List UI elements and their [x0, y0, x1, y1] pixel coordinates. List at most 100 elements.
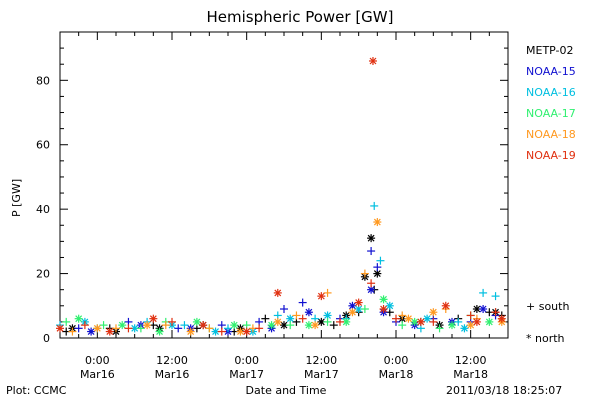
- point-north-noaa-18: [143, 321, 152, 330]
- point-north-noaa-16: [385, 301, 394, 310]
- legend-entry-noaa-18: NOAA-18: [526, 128, 576, 141]
- point-south-metp-02: [261, 314, 270, 323]
- point-south-noaa-19: [491, 308, 500, 317]
- point-north-noaa-19: [317, 292, 326, 301]
- point-north-noaa-19: [472, 317, 481, 326]
- point-north-noaa-17: [448, 321, 456, 330]
- y-tick-label: 60: [36, 139, 50, 152]
- point-south-noaa-17: [286, 321, 295, 330]
- point-north-noaa-18: [404, 314, 413, 323]
- x-tick-time: 0:00: [234, 354, 259, 367]
- point-south-noaa-17: [323, 317, 332, 326]
- point-north-noaa-19: [416, 317, 425, 326]
- point-south-noaa-15: [373, 263, 382, 272]
- point-south-noaa-19: [255, 324, 264, 333]
- y-tick-label: 80: [36, 74, 50, 87]
- x-tick-time: 12:00: [305, 354, 337, 367]
- point-north-noaa-18: [273, 317, 282, 326]
- chart-title: Hemispheric Power [GW]: [206, 8, 394, 26]
- point-south-noaa-18: [398, 311, 407, 320]
- point-south-noaa-17: [435, 324, 444, 333]
- point-north-noaa-18: [186, 327, 195, 336]
- point-south-noaa-19: [392, 314, 400, 323]
- point-south-noaa-19: [429, 317, 438, 326]
- point-north-noaa-15: [367, 285, 376, 294]
- point-south-noaa-15: [280, 305, 288, 314]
- point-north-noaa-19: [105, 327, 114, 336]
- point-south-noaa-18: [360, 269, 369, 278]
- point-north-noaa-17: [485, 317, 494, 326]
- point-south-noaa-18: [112, 324, 120, 333]
- point-north-noaa-17: [379, 295, 388, 304]
- point-north-noaa-18: [348, 308, 357, 317]
- point-south-noaa-18: [161, 321, 170, 330]
- point-north-noaa-18: [311, 321, 320, 330]
- point-north-noaa-19: [379, 305, 388, 314]
- point-north-noaa-16: [211, 327, 220, 336]
- point-north-noaa-15: [479, 305, 488, 314]
- x-tick-date: Mar17: [229, 368, 264, 381]
- point-south-noaa-19: [168, 317, 176, 326]
- x-axis-label: Date and Time: [245, 384, 327, 397]
- point-south-noaa-17: [62, 317, 71, 326]
- point-north-noaa-18: [466, 321, 475, 330]
- point-north-noaa-15: [87, 327, 96, 336]
- point-north-noaa-17: [74, 314, 83, 323]
- point-south-noaa-18: [292, 311, 301, 320]
- point-south-noaa-18: [323, 288, 332, 297]
- point-north-noaa-19: [242, 327, 251, 336]
- plot-source: Plot: CCMC: [6, 384, 67, 397]
- legend-south-marker: + south: [526, 300, 570, 313]
- point-south-noaa-17: [398, 321, 407, 330]
- point-north-noaa-19: [368, 56, 377, 65]
- x-tick-time: 0:00: [85, 354, 110, 367]
- legend-entry-noaa-19: NOAA-19: [526, 149, 576, 162]
- x-tick-date: Mar18: [379, 368, 414, 381]
- point-north-noaa-19: [149, 314, 158, 323]
- point-north-noaa-17: [155, 327, 164, 336]
- point-north-noaa-18: [373, 218, 382, 227]
- point-north-noaa-17: [267, 321, 276, 330]
- x-tick-date: Mar18: [453, 368, 488, 381]
- point-south-noaa-17: [99, 321, 108, 330]
- point-north-noaa-17: [192, 317, 201, 326]
- point-north-noaa-19: [56, 324, 64, 333]
- point-south-noaa-16: [180, 321, 189, 330]
- point-south-noaa-19: [298, 314, 307, 323]
- point-south-noaa-18: [68, 327, 77, 336]
- point-south-noaa-17: [136, 324, 145, 333]
- y-tick-label: 20: [36, 268, 50, 281]
- point-north-noaa-19: [441, 301, 450, 310]
- point-south-noaa-16: [454, 317, 463, 326]
- point-north-noaa-19: [497, 314, 506, 323]
- point-north-noaa-17: [118, 321, 127, 330]
- x-tick-date: Mar16: [80, 368, 115, 381]
- point-south-noaa-19: [80, 321, 89, 330]
- point-north-noaa-19: [273, 288, 282, 297]
- point-south-noaa-15: [298, 298, 307, 307]
- timestamp: 2011/03/18 18:25:07: [446, 384, 563, 397]
- legend-north-marker: * north: [526, 332, 565, 345]
- point-south-noaa-19: [336, 317, 344, 326]
- x-tick-time: 12:00: [156, 354, 188, 367]
- point-north-noaa-16: [460, 324, 469, 333]
- point-south-metp-02: [329, 321, 338, 330]
- point-south-noaa-18: [205, 324, 214, 333]
- legend-entry-noaa-15: NOAA-15: [526, 65, 576, 78]
- point-south-noaa-16: [370, 201, 379, 210]
- point-south-noaa-15: [74, 324, 83, 333]
- plot-frame: [59, 31, 509, 339]
- point-north-noaa-15: [304, 308, 313, 317]
- y-tick-label: 40: [36, 203, 50, 216]
- point-north-noaa-17: [230, 321, 239, 330]
- point-north-noaa-18: [93, 324, 102, 333]
- legend-entry-noaa-17: NOAA-17: [526, 107, 576, 120]
- point-south-noaa-19: [367, 279, 376, 288]
- point-north-noaa-19: [199, 321, 208, 330]
- x-tick-time: 12:00: [455, 354, 487, 367]
- point-north-noaa-18: [429, 308, 438, 317]
- y-tick-label: 0: [43, 332, 50, 345]
- x-tick-date: Mar16: [155, 368, 190, 381]
- point-north-noaa-19: [354, 298, 363, 307]
- point-south-noaa-16: [224, 324, 232, 333]
